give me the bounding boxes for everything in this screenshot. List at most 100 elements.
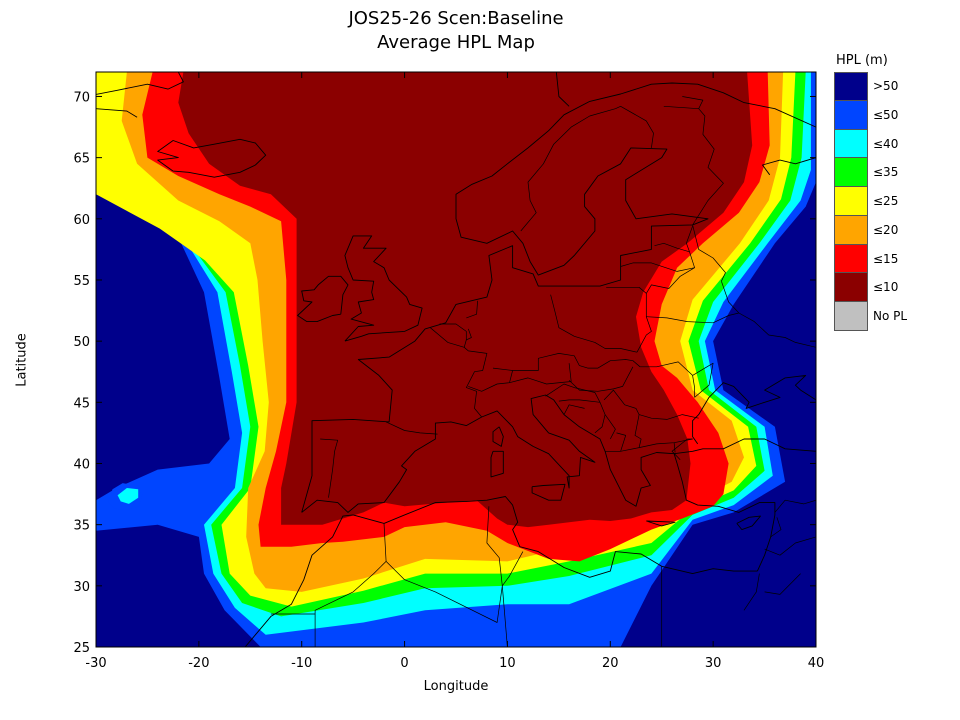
legend-swatch: [834, 215, 868, 245]
country-border-9: [545, 383, 601, 403]
y-tick-label: 50: [73, 335, 90, 350]
map-area: [96, 72, 816, 647]
legend-label: No PL: [873, 309, 908, 323]
country-border-27: [654, 242, 690, 253]
legend-label: ≤25: [873, 194, 899, 208]
legend-title: HPL (m): [836, 53, 888, 68]
legend-label: ≤20: [873, 222, 899, 237]
country-border-4: [466, 300, 478, 319]
chart-title: JOS25-26 Scen:Baseline: [348, 8, 564, 29]
country-border-6: [492, 353, 580, 371]
coastline-1: [301, 394, 776, 572]
legend-label: ≤50: [873, 107, 899, 122]
country-border-8: [509, 363, 572, 385]
legend-swatch: [834, 302, 868, 331]
country-border-44: [774, 499, 816, 513]
y-tick-label: 25: [73, 641, 90, 656]
y-tick-label: 30: [73, 580, 90, 595]
country-border-37: [663, 105, 699, 110]
legend-label: ≤15: [873, 251, 899, 266]
country-border-29: [738, 312, 816, 348]
legend-label: ≤40: [873, 136, 899, 151]
country-border-23: [636, 293, 652, 353]
x-tick-label: -10: [291, 656, 312, 671]
country-border-32: [692, 362, 714, 398]
country-border-45: [770, 517, 782, 538]
y-tick-label: 45: [73, 396, 90, 411]
hpl-contour-6: [178, 72, 753, 528]
country-border-33: [671, 438, 693, 461]
country-border-25: [645, 225, 695, 294]
legend-swatch: [834, 273, 868, 302]
coastline-10: [531, 483, 566, 501]
legend-swatch: [834, 244, 868, 274]
country-border-12: [594, 402, 606, 434]
coastline-4: [692, 374, 816, 445]
country-border-40: [502, 551, 524, 587]
country-border-10: [558, 399, 601, 403]
coastline-12: [736, 515, 761, 531]
country-border-22: [640, 361, 695, 398]
country-border-46: [764, 573, 801, 595]
coastline-6: [297, 275, 349, 323]
x-tick-label: 10: [499, 656, 516, 671]
country-border-2: [430, 327, 488, 418]
country-border-39: [385, 506, 503, 623]
legend-swatch: [834, 72, 868, 101]
x-tick-label: 0: [400, 656, 408, 671]
coastline-11: [646, 520, 676, 527]
country-border-16: [639, 438, 693, 448]
country-border-30: [692, 224, 726, 282]
x-tick-label: -30: [85, 656, 106, 671]
country-border-14: [605, 432, 627, 452]
country-border-0: [320, 438, 339, 498]
country-border-34: [615, 105, 654, 148]
country-border-3: [439, 323, 467, 348]
axis-ticks: -30 -20 -10 0 10 20 30 40 25 30 35 40 45 50 55 60 65 70: [73, 72, 824, 671]
coastline-13: [96, 72, 184, 95]
country-border-35: [520, 108, 616, 232]
coastline-14: [96, 108, 138, 118]
plot-border: [95, 71, 817, 648]
coastline-8: [490, 450, 504, 478]
coastline-9: [492, 426, 504, 447]
legend-label: >50: [873, 79, 899, 93]
hpl-contour-8: [117, 488, 139, 504]
country-border-7: [468, 370, 513, 392]
coastline-7: [157, 138, 267, 178]
y-tick-label: 60: [73, 213, 90, 228]
country-border-31: [721, 281, 740, 314]
legend-label: ≤35: [873, 165, 899, 180]
y-tick-label: 65: [73, 152, 90, 167]
country-border-26: [620, 262, 695, 272]
country-border-13: [604, 414, 616, 440]
y-tick-label: 35: [73, 519, 90, 534]
country-border-17: [639, 414, 699, 420]
coastline-16: [762, 157, 816, 176]
country-border-36: [682, 96, 724, 226]
x-tick-label: 40: [808, 656, 825, 671]
legend-swatch: [834, 158, 868, 187]
country-border-41: [501, 585, 508, 647]
coastline-3: [674, 438, 816, 455]
legend-swatch: [834, 100, 868, 130]
coastline-15: [555, 72, 570, 107]
x-tick-label: 30: [705, 656, 722, 671]
y-tick-label: 70: [73, 90, 90, 105]
coastline-5: [344, 235, 423, 342]
country-border-24: [606, 286, 647, 294]
legend-label: ≤10: [873, 280, 899, 295]
x-axis-label: Longitude: [423, 679, 489, 694]
country-border-43: [764, 536, 816, 556]
country-border-18: [673, 442, 676, 453]
country-border-21: [568, 366, 634, 392]
chart-subtitle: Average HPL Map: [377, 32, 535, 53]
country-border-19: [550, 294, 638, 353]
legend-swatch: [834, 187, 868, 216]
country-border-28: [646, 312, 739, 324]
y-tick-label: 55: [73, 274, 90, 289]
country-border-1: [385, 421, 438, 435]
y-tick-label: 40: [73, 457, 90, 472]
country-border-20: [579, 359, 641, 369]
